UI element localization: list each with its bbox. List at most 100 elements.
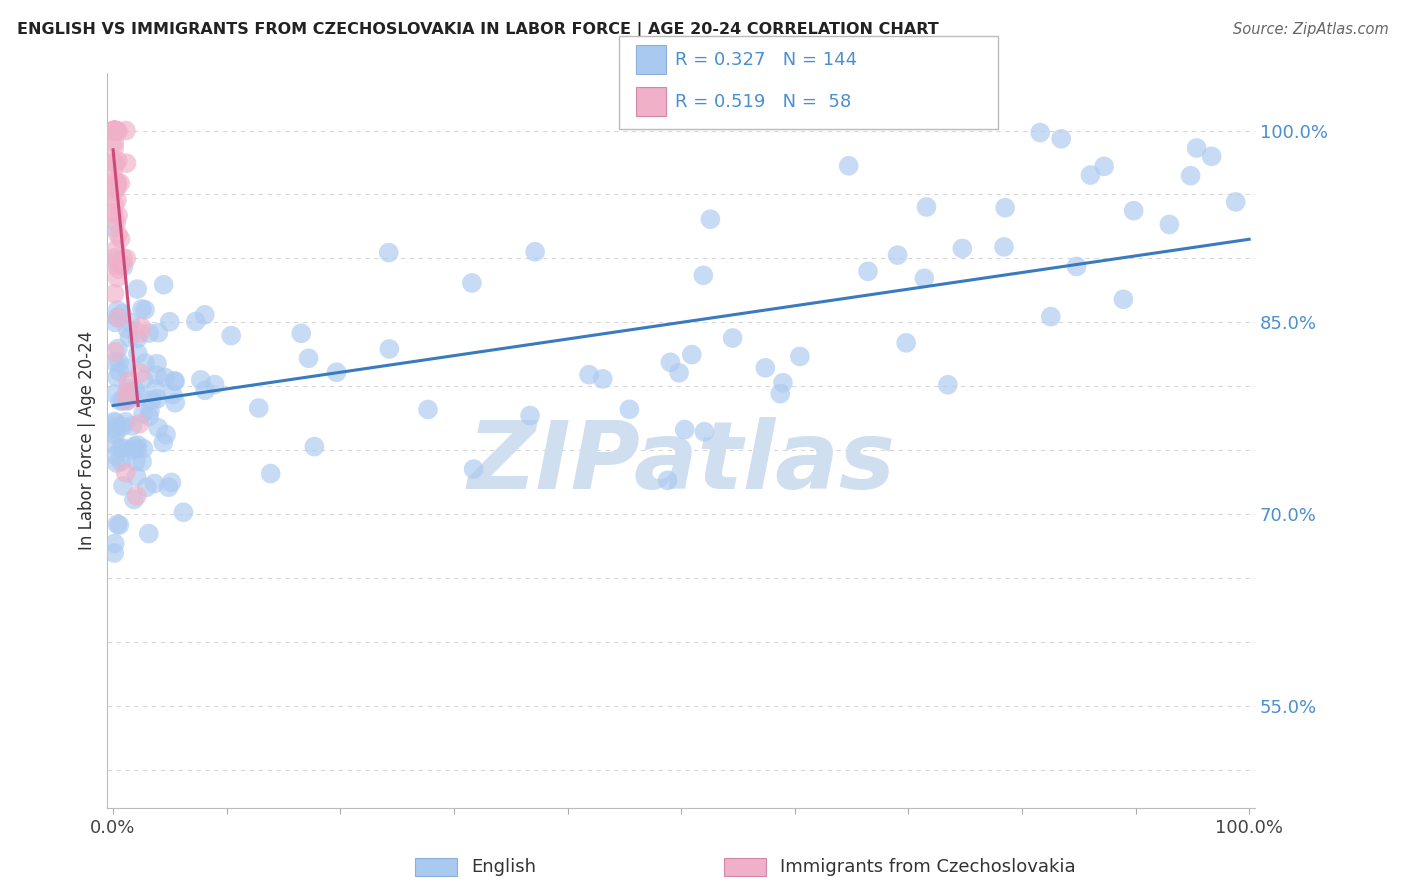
- English: [1180, 169, 1202, 183]
- English: [290, 326, 312, 341]
- English: [143, 476, 166, 491]
- English: [190, 373, 212, 387]
- English: [111, 419, 134, 434]
- Immigrants from Czechoslovakia: [104, 123, 127, 137]
- English: [132, 442, 155, 456]
- English: [524, 244, 547, 259]
- English: [125, 442, 148, 456]
- English: [994, 201, 1017, 215]
- English: [1050, 132, 1073, 146]
- English: [124, 439, 146, 453]
- English: [107, 303, 129, 318]
- English: [1159, 218, 1181, 232]
- English: [128, 389, 150, 403]
- Immigrants from Czechoslovakia: [103, 206, 125, 220]
- English: [993, 240, 1015, 254]
- English: [769, 386, 792, 401]
- Immigrants from Czechoslovakia: [112, 252, 135, 266]
- English: [104, 449, 127, 463]
- English: [378, 342, 401, 356]
- English: [165, 375, 187, 389]
- English: [121, 442, 143, 457]
- English: [125, 454, 148, 468]
- English: [912, 271, 935, 285]
- English: [673, 423, 696, 437]
- English: [141, 393, 163, 408]
- English: [132, 373, 155, 387]
- English: [104, 315, 127, 329]
- English: [1029, 126, 1052, 140]
- English: [519, 409, 541, 423]
- English: [838, 159, 860, 173]
- Immigrants from Czechoslovakia: [104, 344, 127, 359]
- English: [103, 415, 125, 429]
- English: [105, 425, 128, 440]
- English: [110, 442, 132, 456]
- Immigrants from Czechoslovakia: [105, 243, 128, 257]
- Immigrants from Czechoslovakia: [110, 176, 132, 190]
- English: [693, 425, 716, 439]
- English: [1066, 260, 1088, 274]
- English: [114, 360, 136, 375]
- Immigrants from Czechoslovakia: [104, 251, 127, 265]
- English: [204, 377, 226, 392]
- English: [145, 382, 167, 396]
- Immigrants from Czechoslovakia: [105, 181, 128, 195]
- English: [111, 307, 134, 321]
- English: [131, 455, 153, 469]
- Immigrants from Czechoslovakia: [105, 270, 128, 285]
- Immigrants from Czechoslovakia: [107, 310, 129, 325]
- English: [247, 401, 270, 415]
- English: [219, 328, 242, 343]
- Immigrants from Czechoslovakia: [103, 123, 125, 137]
- English: [1112, 293, 1135, 307]
- English: [131, 301, 153, 316]
- Immigrants from Czechoslovakia: [103, 154, 125, 169]
- English: [118, 385, 141, 400]
- English: [117, 322, 139, 336]
- Immigrants from Czechoslovakia: [103, 123, 125, 137]
- Immigrants from Czechoslovakia: [105, 181, 128, 195]
- Immigrants from Czechoslovakia: [129, 366, 152, 380]
- English: [699, 212, 721, 227]
- Immigrants from Czechoslovakia: [105, 215, 128, 229]
- English: [153, 370, 176, 384]
- Immigrants from Czechoslovakia: [104, 286, 127, 301]
- English: [1185, 141, 1208, 155]
- English: [619, 402, 641, 417]
- Immigrants from Czechoslovakia: [103, 123, 125, 137]
- English: [111, 479, 134, 493]
- English: [103, 220, 125, 235]
- Immigrants from Czechoslovakia: [105, 123, 128, 137]
- English: [124, 383, 146, 397]
- English: [107, 517, 129, 532]
- English: [592, 372, 614, 386]
- English: [915, 200, 938, 214]
- Immigrants from Czechoslovakia: [115, 385, 138, 400]
- English: [146, 421, 169, 435]
- English: [132, 407, 155, 421]
- Immigrants from Czechoslovakia: [104, 258, 127, 272]
- English: [578, 368, 600, 382]
- Immigrants from Czechoslovakia: [107, 227, 129, 242]
- English: [104, 420, 127, 434]
- English: [104, 536, 127, 550]
- English: [1201, 149, 1223, 163]
- English: [121, 390, 143, 404]
- English: [659, 355, 682, 369]
- English: [789, 350, 811, 364]
- Immigrants from Czechoslovakia: [103, 175, 125, 189]
- Text: Immigrants from Czechoslovakia: Immigrants from Czechoslovakia: [780, 858, 1076, 876]
- English: [772, 376, 794, 390]
- English: [163, 374, 186, 388]
- English: [134, 302, 156, 317]
- English: [103, 427, 125, 442]
- Immigrants from Czechoslovakia: [103, 123, 125, 137]
- English: [1092, 160, 1115, 174]
- Immigrants from Czechoslovakia: [107, 124, 129, 138]
- English: [112, 260, 135, 274]
- Text: English: English: [471, 858, 536, 876]
- English: [461, 276, 484, 290]
- English: [146, 392, 169, 406]
- Immigrants from Czechoslovakia: [104, 123, 127, 137]
